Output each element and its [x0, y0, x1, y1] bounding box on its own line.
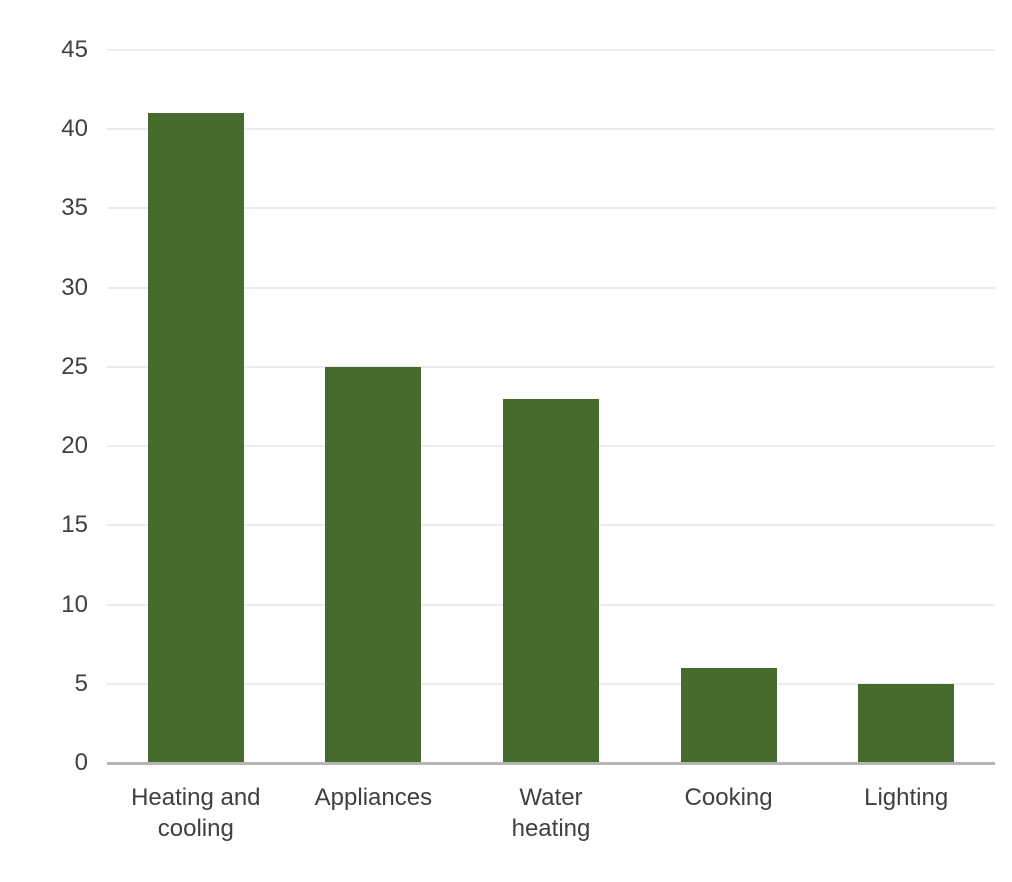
bar-slot — [640, 50, 818, 763]
bar-slot — [285, 50, 463, 763]
bar-slot — [107, 50, 285, 763]
gridline — [107, 207, 995, 210]
bar-cooking — [680, 667, 777, 763]
x-label-slot: Cooking — [640, 782, 818, 844]
bar-slot — [462, 50, 640, 763]
y-tick-label: 10 — [61, 590, 88, 618]
plot-area — [107, 49, 995, 765]
bar-water-heating — [502, 398, 599, 763]
x-label-slot: Water heating — [462, 782, 640, 844]
x-category-label: Appliances — [314, 784, 433, 811]
y-tick-label: 30 — [61, 273, 88, 301]
bar-series — [107, 50, 995, 763]
y-tick-label: 0 — [74, 749, 88, 776]
y-tick-label: 20 — [61, 432, 88, 460]
bar-appliances — [325, 366, 422, 763]
y-tick-label: 25 — [61, 352, 88, 380]
y-tick-label: 40 — [61, 115, 88, 143]
x-label-slot: Heating and cooling — [107, 782, 285, 844]
x-label-slot: Appliances — [285, 782, 463, 844]
gridline — [107, 128, 995, 131]
gridline — [107, 286, 995, 289]
bar-heating-and-cooling — [147, 113, 244, 763]
x-category-label: Lighting — [864, 784, 949, 811]
gridline — [107, 49, 995, 51]
y-tick-label: 5 — [74, 669, 88, 697]
x-axis: Heating and cooling Appliances Water heati… — [107, 782, 995, 844]
y-tick-label: 45 — [61, 36, 88, 63]
y-tick-label: 15 — [61, 511, 88, 539]
x-category-label: Water heating — [511, 784, 591, 842]
bar-slot — [817, 50, 995, 763]
x-label-slot: Lighting — [817, 782, 995, 844]
x-category-label: Cooking — [684, 784, 773, 811]
x-category-label: Heating and cooling — [131, 784, 261, 842]
y-tick-label: 35 — [61, 194, 88, 222]
gridline — [107, 365, 995, 368]
bar-lighting — [858, 683, 955, 763]
x-axis-line — [107, 762, 995, 765]
